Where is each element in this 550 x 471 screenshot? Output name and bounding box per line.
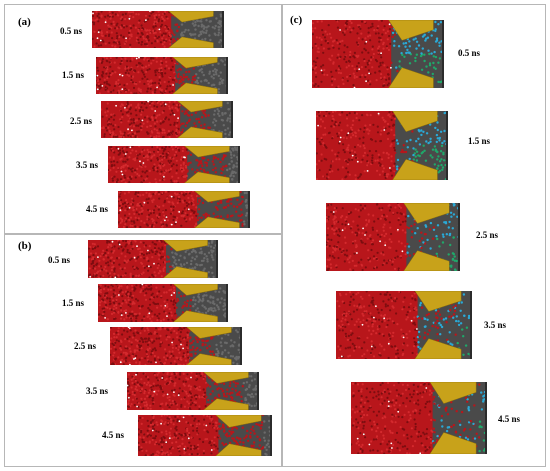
panel-c-snapshot-4 — [351, 382, 487, 454]
panel-c-time-0: 0.5 ns — [458, 48, 481, 58]
panel-b-label: (b) — [18, 240, 32, 252]
panel-a-snapshot-2 — [101, 101, 233, 138]
panel-c-snapshot-1 — [316, 111, 448, 180]
panel-b-time-0: 0.5 ns — [48, 255, 71, 265]
panel-c-snapshot-3 — [336, 291, 472, 359]
panel-b-time-4: 4.5 ns — [102, 430, 125, 440]
panel-a-time-1: 1.5 ns — [62, 70, 85, 80]
panel-a-snapshot-4 — [118, 191, 250, 228]
panel-c-time-3: 3.5 ns — [484, 320, 507, 330]
panel-b-time-3: 3.5 ns — [86, 386, 109, 396]
panel-b-time-1: 1.5 ns — [62, 298, 85, 308]
panel-a-time-2: 2.5 ns — [70, 116, 93, 126]
panel-b-border — [4, 234, 282, 467]
panel-b-snapshot-3 — [127, 372, 259, 410]
panel-a-time-3: 3.5 ns — [76, 160, 99, 170]
panel-c-time-2: 2.5 ns — [476, 230, 499, 240]
panel-b-snapshot-2 — [110, 327, 242, 365]
panel-c-time-1: 1.5 ns — [468, 136, 491, 146]
panel-a-snapshot-0 — [92, 11, 224, 48]
panel-c-label: (c) — [290, 14, 303, 26]
panel-a-border — [4, 4, 282, 234]
panel-c-snapshot-2 — [326, 203, 460, 271]
panel-a-time-4: 4.5 ns — [86, 204, 109, 214]
panel-b-snapshot-1 — [98, 284, 228, 322]
panel-a-snapshot-1 — [96, 57, 228, 94]
panel-b-snapshot-4 — [138, 415, 272, 456]
panel-a-label: (a) — [18, 16, 31, 28]
panel-a-time-0: 0.5 ns — [60, 26, 83, 36]
panel-c-time-4: 4.5 ns — [498, 414, 521, 424]
panel-a-snapshot-3 — [108, 146, 240, 183]
panel-b-snapshot-0 — [88, 240, 218, 278]
panel-b-time-2: 2.5 ns — [74, 341, 97, 351]
panel-c-border — [282, 4, 546, 467]
panel-c-snapshot-0 — [312, 20, 444, 88]
